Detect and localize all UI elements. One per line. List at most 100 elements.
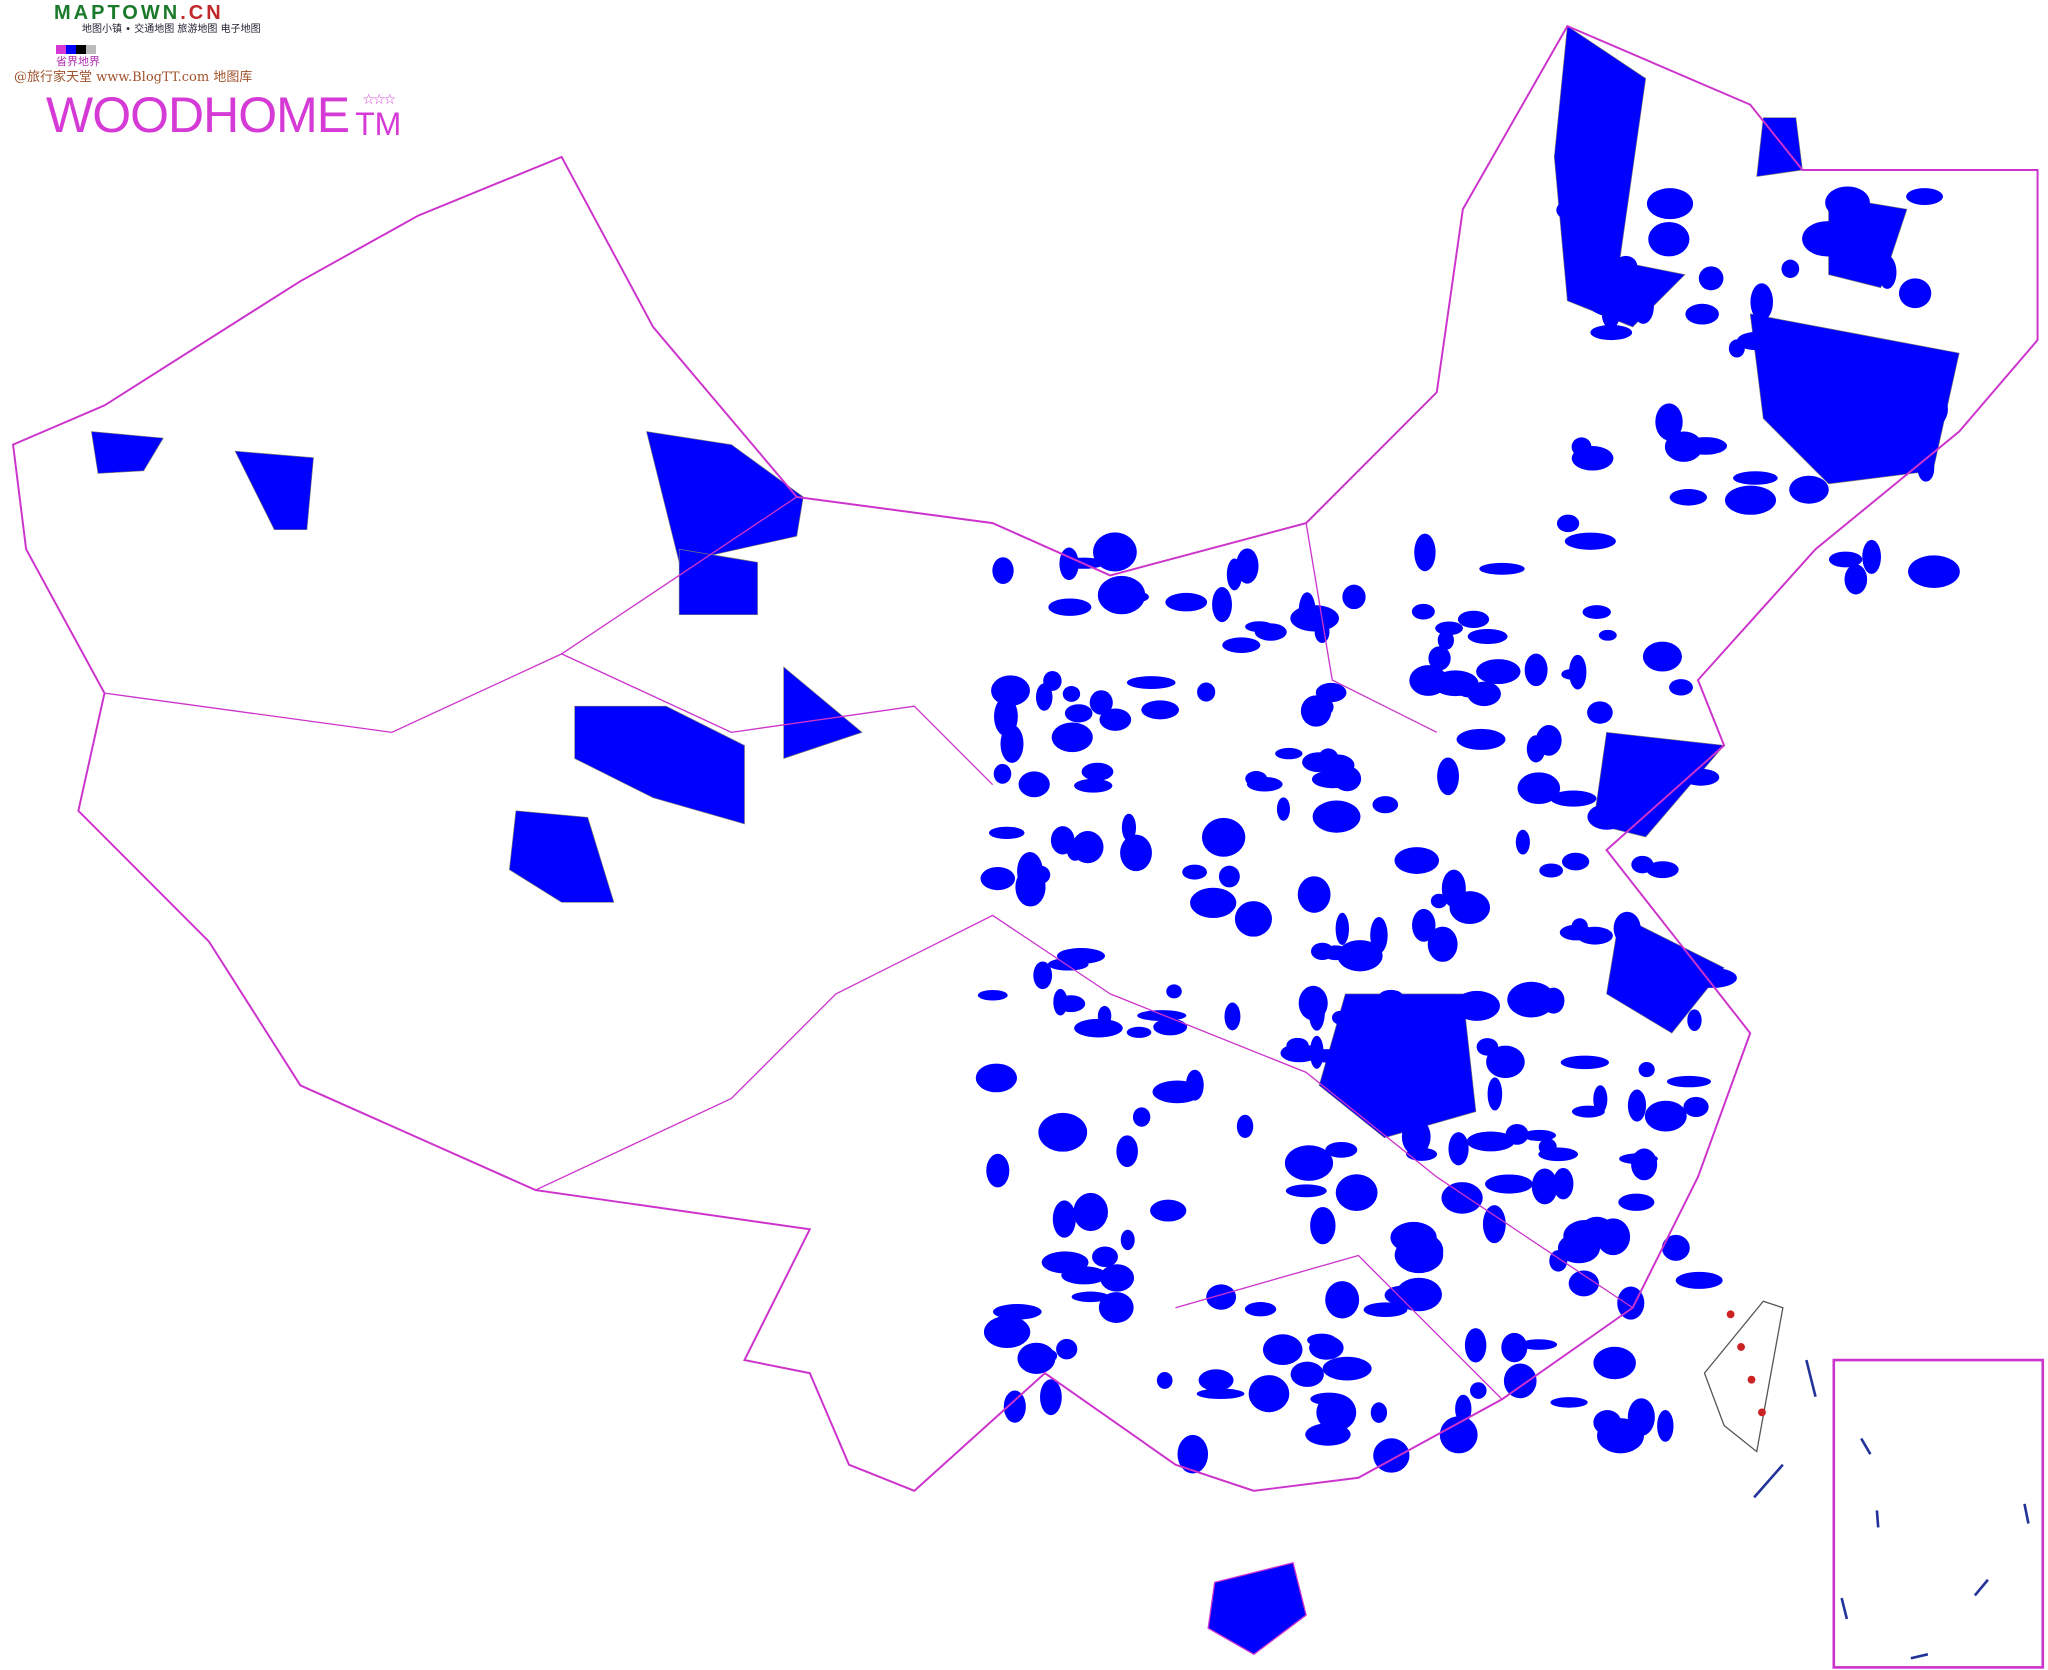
map-legend: 省界地界 [56,42,100,68]
highlighted-county [1587,701,1613,724]
taiwan-island [1703,1300,1784,1453]
highlighted-county [1507,981,1556,1018]
highlighted-region [678,548,758,615]
highlighted-county [1603,794,1617,815]
highlighted-county [1310,1207,1336,1245]
maptown-logo: MAPTOWN.CN 地图小镇 • 交通地图 旅游地图 电子地图 [54,2,261,36]
highlighted-county [1828,551,1863,568]
highlighted-county [1479,562,1525,575]
highlighted-county [1196,1388,1245,1400]
highlighted-county [1441,869,1466,908]
highlighted-county [1048,598,1092,616]
highlighted-county [1298,985,1328,1021]
highlighted-county [1311,770,1354,789]
highlighted-county [1430,893,1448,909]
legend-swatch-county [86,44,96,54]
highlighted-county [1245,621,1274,633]
highlighted-county [1246,776,1283,792]
highlighted-county [1556,196,1608,224]
highlighted-county [1150,1199,1187,1222]
highlighted-county [1455,1394,1472,1424]
highlighted-county [1132,1107,1151,1127]
highlighted-region [783,666,863,759]
highlighted-region [1553,25,1686,328]
highlighted-county [1236,548,1259,584]
highlighted-county [1724,485,1777,515]
highlighted-county [1404,1233,1444,1269]
highlighted-county [1464,1328,1487,1363]
highlighted-county [1505,1123,1529,1145]
highlighted-county [1224,1002,1241,1031]
legend-swatch-border [76,44,86,54]
highlighted-county [1733,471,1778,485]
highlighted-county [1655,403,1683,441]
highlighted-county [1470,1382,1487,1399]
highlighted-county [1401,1118,1431,1156]
highlighted-county [1120,834,1152,872]
highlighted-county [1526,735,1546,763]
highlighted-county [1098,1292,1134,1323]
highlighted-county [1736,332,1774,351]
highlighted-county [1582,605,1611,619]
legend-swatch-province [56,44,66,54]
highlighted-county [1601,299,1620,329]
highlighted-county [1370,1402,1388,1423]
highlighted-county [1332,1010,1348,1025]
highlighted-county [1553,1167,1574,1200]
highlighted-county [1657,1409,1674,1442]
logo-main: MAPTOWN [54,2,181,24]
highlighted-county [1646,188,1694,220]
highlighted-county [975,1063,1017,1093]
highlighted-county [1047,958,1089,971]
highlighted-county [1100,1264,1135,1292]
highlighted-county [1342,584,1366,610]
highlighted-county [1212,587,1232,623]
highlighted-county [1190,887,1237,919]
highlighted-county [1453,990,1500,1021]
highlighted-county [1335,912,1349,945]
highlighted-county [1307,1333,1337,1347]
highlighted-county [1644,1100,1687,1132]
highlighted-county [1141,700,1180,720]
highlighted-county [1789,475,1829,504]
watermark-credit: @旅行家天堂 www.BlogTT.com 地图库 [14,70,253,85]
highlighted-county [1482,1205,1506,1244]
highlighted-county [1074,1018,1123,1038]
highlighted-county [1197,682,1216,702]
highlighted-county [1550,790,1597,807]
highlighted-county [1218,865,1240,888]
highlighted-county [1322,945,1350,961]
highlighted-county [1802,221,1854,257]
highlighted-county [1284,1145,1334,1181]
highlighted-county [1349,1013,1368,1029]
highlighted-county [1568,1270,1599,1297]
highlighted-county [1485,1174,1533,1194]
highlighted-county [1206,1284,1237,1310]
highlighted-county [1073,1192,1108,1232]
highlighted-county [1390,1057,1409,1080]
highlighted-county [1285,1184,1327,1198]
highlighted-county [1486,1045,1525,1079]
special-marker [1747,1375,1756,1384]
highlighted-county [1052,1200,1076,1238]
highlighted-county [1074,778,1113,793]
highlighted-county [1522,1129,1556,1141]
highlighted-county [1613,911,1641,946]
highlighted-region [1593,731,1725,838]
highlighted-county [1466,1131,1515,1152]
highlighted-county [1503,1363,1537,1399]
watermark: WOODHOME ☆☆☆ TM [46,90,401,140]
highlighted-county [1538,1147,1579,1162]
highlighted-county [1363,1302,1408,1318]
logo-suffix: .CN [180,2,224,24]
highlighted-county [1648,221,1690,257]
highlighted-county [1053,988,1068,1016]
highlighted-county [1687,1009,1702,1032]
highlighted-county [1781,259,1800,278]
highlighted-county [1379,989,1403,1002]
country-outline [11,24,2039,1492]
highlighted-region [91,431,164,474]
highlighted-county [1201,817,1246,857]
highlighted-county [1646,861,1679,879]
highlighted-county [1081,762,1114,781]
